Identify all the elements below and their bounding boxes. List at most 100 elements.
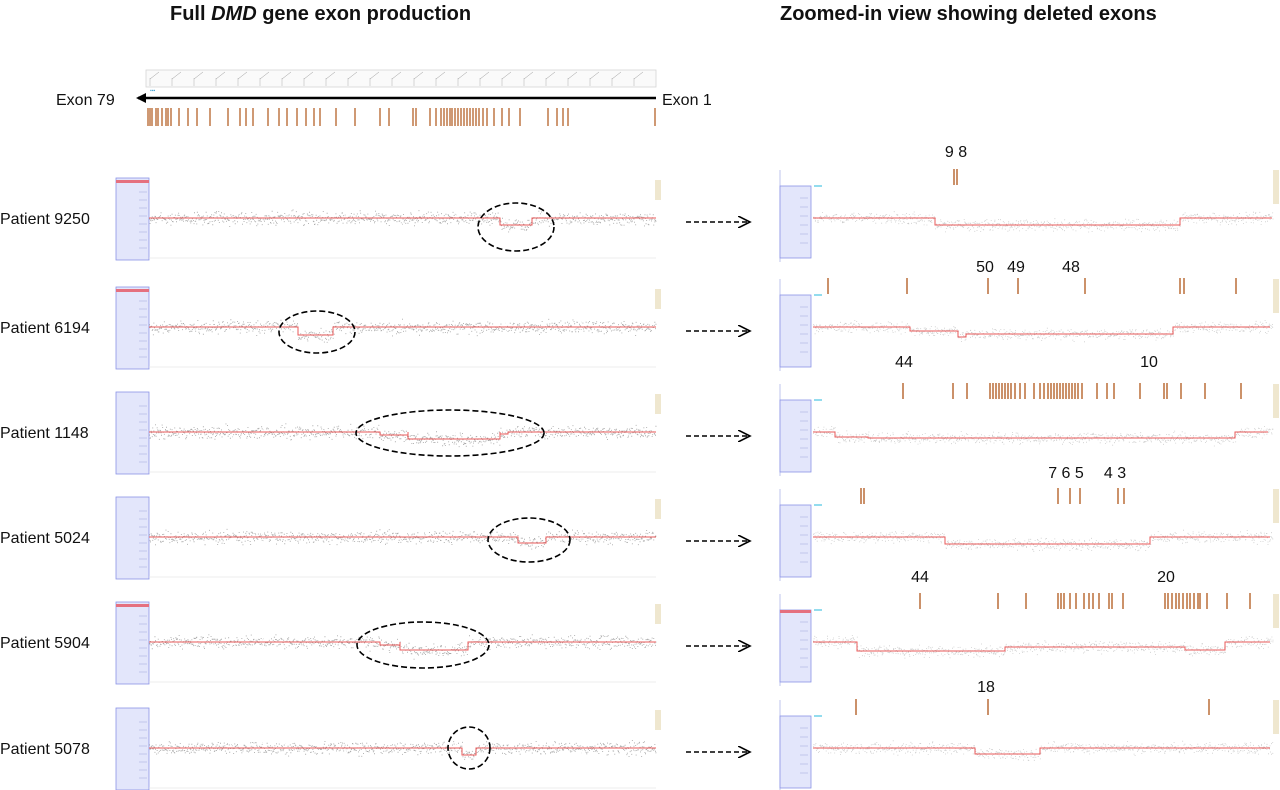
deletion-highlight-ellipse bbox=[487, 517, 571, 563]
deletion-highlight-ellipse bbox=[278, 310, 356, 354]
exon-79-label: Exon 79 bbox=[56, 92, 115, 109]
full-gene-cnv-plot bbox=[115, 177, 661, 261]
zoom-segment-line bbox=[813, 536, 1270, 545]
ruler-tick-label bbox=[237, 71, 248, 80]
left-panel-title: Full DMD gene exon production bbox=[170, 3, 471, 25]
exon-number-label: 20 bbox=[1157, 569, 1175, 586]
ruler-tick-label bbox=[149, 71, 160, 80]
ruler-tick-label bbox=[545, 71, 556, 80]
ruler-tick-label bbox=[325, 71, 336, 80]
plot-right-tab bbox=[655, 289, 661, 309]
exon-number-label: 9 8 bbox=[945, 144, 967, 161]
ruler-tick-label bbox=[391, 71, 402, 80]
plot-sidebar-marker bbox=[116, 604, 149, 607]
zoom-probes bbox=[813, 320, 1274, 343]
right-panel-title: Zoomed-in view showing deleted exons bbox=[780, 3, 1157, 25]
exon-number-label: 49 bbox=[1007, 259, 1025, 276]
zoom-probes bbox=[813, 740, 1274, 761]
plot-right-tab bbox=[655, 394, 661, 414]
segment-mean-line bbox=[149, 217, 656, 226]
zoomed-cnv-plot: 18 bbox=[779, 679, 1279, 790]
zoom-right-tab bbox=[1273, 489, 1279, 523]
ruler-tick-label bbox=[369, 71, 380, 80]
patient-label: Patient 1148 bbox=[0, 425, 89, 442]
gene-exon-track bbox=[147, 108, 656, 126]
ruler-tick-label bbox=[347, 71, 358, 80]
ruler-tick-label bbox=[479, 71, 490, 80]
ruler-tick-label bbox=[215, 71, 226, 80]
copy-number-probes bbox=[149, 209, 657, 233]
zoom-sidebar-marker bbox=[780, 610, 811, 613]
ruler-tick-label bbox=[457, 71, 468, 80]
zoom-segment-line bbox=[813, 326, 1270, 338]
full-gene-cnv-plot bbox=[115, 496, 661, 580]
copy-number-probes bbox=[149, 634, 657, 660]
zoom-sidebar bbox=[779, 294, 812, 368]
ruler-tick-label bbox=[303, 71, 314, 80]
full-gene-cnv-plot bbox=[115, 391, 661, 475]
patient-row: Patient 9250 9 8 bbox=[0, 144, 1279, 262]
deletion-highlight-ellipse bbox=[355, 409, 545, 457]
zoom-right-tab bbox=[1273, 384, 1279, 418]
exon-1-label: Exon 1 bbox=[662, 92, 712, 109]
ruler-tick-label bbox=[633, 71, 644, 80]
exon-number-label: 48 bbox=[1062, 259, 1080, 276]
exon-number-label: 18 bbox=[977, 679, 995, 696]
ruler-tick-label bbox=[171, 71, 182, 80]
patient-label: Patient 9250 bbox=[0, 211, 90, 228]
segment-mean-line bbox=[149, 326, 656, 336]
exon-number-label: 44 bbox=[911, 569, 929, 586]
plot-sidebar-marker bbox=[116, 180, 149, 183]
zoom-probes bbox=[813, 426, 1274, 447]
zoom-segment-line bbox=[813, 217, 1272, 226]
zoom-segment-line bbox=[813, 431, 1268, 439]
patient-label: Patient 6194 bbox=[0, 320, 90, 337]
ruler-tick-label bbox=[413, 71, 424, 80]
patient-row: Patient 5904 44 20 bbox=[0, 569, 1279, 686]
zoomed-cnv-plot: 44 10 bbox=[779, 354, 1279, 476]
exon-number-label: 4 3 bbox=[1104, 465, 1126, 482]
ruler-tick-label bbox=[523, 71, 534, 80]
ruler-tick-label bbox=[501, 71, 512, 80]
deletion-highlight-ellipse bbox=[447, 726, 491, 770]
segment-mean-line bbox=[149, 747, 656, 756]
zoomed-cnv-plot: 9 8 bbox=[779, 144, 1279, 262]
zoom-right-tab bbox=[1273, 594, 1279, 628]
exon-number-label: 44 bbox=[895, 354, 913, 371]
exon-number-label: 50 bbox=[976, 259, 994, 276]
patient-row: Patient 5024 7 6 5 4 3 bbox=[0, 465, 1279, 581]
plot-right-tab bbox=[655, 499, 661, 519]
gene-coordinate-ruler: ▪▪▪ bbox=[145, 69, 657, 94]
zoom-sidebar bbox=[779, 715, 812, 789]
patient-label: Patient 5024 bbox=[0, 530, 90, 547]
zoomed-cnv-plot: 50 49 48 bbox=[779, 259, 1279, 371]
patient-label: Patient 5904 bbox=[0, 635, 90, 652]
zoomed-cnv-plot: 44 20 bbox=[779, 569, 1279, 686]
patient-label: Patient 5078 bbox=[0, 741, 90, 758]
svg-text:▪▪▪: ▪▪▪ bbox=[150, 88, 156, 94]
full-gene-cnv-plot bbox=[115, 601, 661, 685]
zoom-segment-line bbox=[813, 641, 1270, 652]
segment-mean-line bbox=[149, 536, 656, 544]
patient-row: Patient 1148 44 10 bbox=[0, 354, 1279, 476]
deletion-highlight-ellipse bbox=[356, 621, 490, 669]
ruler-tick-label bbox=[611, 71, 622, 80]
patient-row: Patient 6194 50 49 48 bbox=[0, 259, 1279, 371]
copy-number-probes bbox=[149, 740, 657, 760]
full-gene-cnv-plot bbox=[115, 286, 661, 370]
full-gene-cnv-plot bbox=[115, 707, 661, 790]
zoom-sidebar bbox=[779, 504, 812, 578]
ruler-tick-label bbox=[259, 71, 270, 80]
zoom-right-tab bbox=[1273, 279, 1279, 313]
zoom-segment-line bbox=[813, 747, 1270, 755]
zoom-sidebar bbox=[779, 185, 812, 259]
plot-right-tab bbox=[655, 180, 661, 200]
plot-sidebar-marker bbox=[116, 289, 149, 292]
patient-row: Patient 5078 18 bbox=[0, 679, 1279, 790]
ruler-tick-label bbox=[435, 71, 446, 80]
copy-number-probes bbox=[149, 528, 657, 550]
segment-mean-line bbox=[149, 641, 656, 651]
exon-number-label: 10 bbox=[1140, 354, 1158, 371]
ruler-tick-label bbox=[193, 71, 204, 80]
